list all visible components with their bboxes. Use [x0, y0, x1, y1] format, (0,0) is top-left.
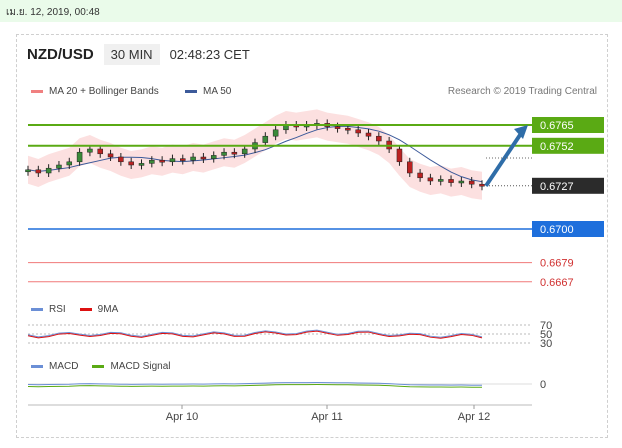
legend-rsi: RSI 9MA [31, 304, 118, 315]
level-label-blue: 0.6700 [540, 224, 574, 236]
candle-body [241, 148, 248, 155]
candle-body [458, 180, 465, 184]
level-label-red: 0.6679 [540, 258, 574, 270]
rsi-label: RSI [49, 304, 66, 315]
forecast-arrow-shaft [484, 130, 524, 187]
candle-body [56, 164, 62, 169]
candle-body [159, 159, 165, 163]
candle-body [138, 163, 145, 166]
candle-body [35, 169, 42, 174]
rsi-ma-line [27, 330, 483, 339]
date-bar: เม.ย. 12, 2019, 00:48 [0, 0, 622, 22]
chart-header: NZD/USD 30 MIN 02:48:23 CET [27, 43, 250, 65]
candle-body [118, 156, 124, 163]
level-label-dark: 0.6727 [540, 181, 574, 193]
legend-ma20: MA 20 + Bollinger Bands [31, 86, 159, 97]
candle-body [448, 179, 454, 183]
candle-body [479, 183, 485, 187]
bollinger-band [28, 109, 482, 200]
level-box-dark [532, 177, 604, 194]
ma50-label: MA 50 [203, 86, 232, 97]
interval-badge[interactable]: 30 MIN [103, 43, 160, 65]
macd-label: MACD [49, 361, 79, 372]
candle-body [149, 159, 155, 164]
candle-body [272, 129, 279, 137]
candle-body [365, 132, 372, 137]
candle-body [97, 148, 103, 155]
candle-body [437, 179, 444, 182]
rsi-line [27, 329, 483, 338]
candle-body [427, 177, 434, 182]
candle-body [45, 167, 52, 174]
level-label-green: 0.6765 [540, 120, 574, 132]
rsi-ma-swatch [79, 308, 92, 311]
candle-body [76, 151, 83, 163]
candle-body [221, 151, 227, 156]
pair-title: NZD/USD [27, 45, 94, 63]
chart-card: NZD/USD 30 MIN 02:48:23 CET MA 20 + Boll… [16, 34, 608, 438]
date-text: เม.ย. 12, 2019, 00:48 [6, 7, 100, 18]
level-label-red: 0.6667 [540, 277, 574, 289]
level-box-green [532, 137, 604, 154]
macd-signal-label: MACD Signal [110, 361, 171, 372]
candle-body [355, 129, 361, 134]
candle-body [190, 156, 196, 161]
ma20-swatch [31, 90, 43, 93]
x-tick-label: Apr 12 [458, 411, 490, 423]
rsi-level-label: 30 [540, 338, 552, 350]
level-box-green [532, 117, 604, 133]
rsi-level-label: 70 [540, 320, 552, 332]
level-box-blue [532, 221, 604, 237]
rsi-swatch [31, 308, 43, 311]
candle-body [25, 169, 31, 173]
candle-body [87, 148, 93, 153]
research-credit: Research © 2019 Trading Central [447, 86, 597, 97]
macd-swatch [31, 365, 43, 368]
candle-body [107, 153, 114, 158]
candle-body [407, 161, 413, 174]
forecast-arrow-head [514, 125, 528, 139]
ma20-label: MA 20 + Bollinger Bands [49, 86, 159, 97]
candle-body [345, 127, 351, 131]
macd-zero-label: 0 [540, 379, 546, 391]
macd-line [27, 382, 483, 386]
candle-body [262, 135, 269, 143]
x-tick-label: Apr 10 [166, 411, 198, 423]
legend-macd: MACD MACD Signal [31, 361, 170, 372]
candle-body [334, 126, 341, 129]
macd-signal-swatch [92, 365, 105, 368]
candle-body [376, 135, 382, 142]
candle-body [231, 151, 238, 155]
level-label-green: 0.6752 [540, 141, 574, 153]
macd-signal-line [27, 384, 483, 388]
candle-body [180, 158, 186, 161]
candle-body [200, 156, 207, 160]
rsi-ma-label: 9MA [97, 304, 119, 315]
candle-body [128, 161, 134, 166]
legend-ma50: MA 50 [185, 86, 231, 97]
candle-body [66, 161, 73, 166]
x-tick-label: Apr 11 [311, 411, 343, 423]
candle-body [468, 180, 475, 185]
candle-body [210, 155, 217, 159]
candle-body [417, 172, 423, 179]
candle-body [396, 148, 403, 163]
ma50-swatch [185, 90, 197, 93]
candle-body [169, 158, 176, 163]
rsi-level-label: 50 [540, 329, 552, 341]
clock-time: 02:48:23 CET [169, 46, 250, 62]
